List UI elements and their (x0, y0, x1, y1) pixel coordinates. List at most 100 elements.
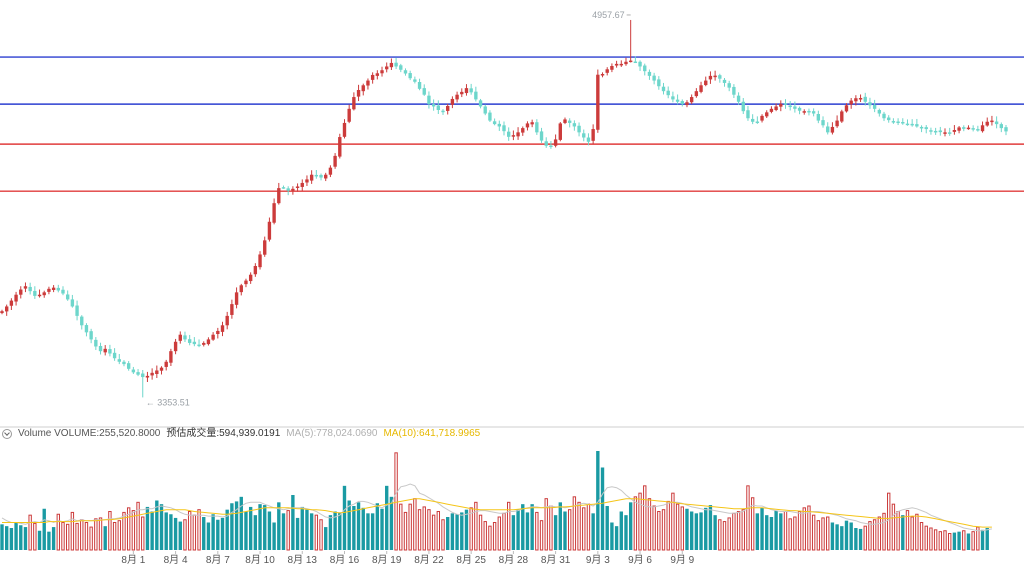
volume-bar (478, 514, 483, 551)
volume-bar (291, 495, 295, 550)
candle-body (492, 121, 497, 125)
candle-body (206, 339, 211, 345)
volume-bar (216, 519, 220, 550)
volume-bar (389, 496, 394, 550)
volume-bar (502, 512, 506, 551)
volume-bar (258, 504, 262, 550)
candle-body (380, 70, 384, 74)
volume-bar (42, 508, 46, 550)
candle-body (614, 63, 619, 66)
volume-bar (938, 531, 943, 551)
candle-body (291, 188, 295, 191)
candle-body (544, 141, 548, 146)
x-tick-label: 8月 13 (288, 554, 318, 566)
volume-bar (19, 525, 23, 550)
volume-bar (497, 516, 501, 551)
candle-body (502, 125, 506, 132)
volume-bar (286, 510, 290, 551)
candle-body (957, 127, 961, 131)
volume-bar (788, 518, 792, 551)
volume-bar (741, 509, 745, 551)
candle-body (258, 254, 262, 268)
candle-body (966, 127, 971, 130)
candle-body (197, 344, 201, 347)
x-tick-label: 9月 9 (670, 554, 694, 566)
volume-bar (33, 522, 37, 551)
volume-bar (342, 485, 347, 550)
candle-body (136, 372, 140, 375)
volume-bar (108, 511, 112, 551)
candle-body (42, 292, 46, 296)
volume-bar (37, 530, 42, 550)
candle-body (628, 60, 633, 63)
candle-body (901, 122, 905, 124)
volume-bar (244, 511, 248, 550)
candle-body (460, 91, 464, 95)
candle-body (811, 111, 816, 114)
candle-body (385, 66, 389, 70)
volume-bar (840, 526, 844, 550)
volume-bar (591, 513, 595, 550)
candle-body (858, 98, 863, 100)
volume-bar (858, 528, 863, 550)
candle-body (586, 137, 591, 142)
volume-bar (370, 513, 375, 550)
candle-body (431, 104, 436, 107)
volume-bar (835, 524, 839, 550)
candle-body (722, 79, 727, 83)
high-price-label: 4957.67 (592, 10, 625, 20)
candle-body (286, 188, 290, 191)
candle-body (277, 188, 281, 204)
volume-bar (539, 520, 544, 551)
volume-bar (399, 503, 403, 551)
candle-body (844, 105, 849, 112)
x-tick-label: 8月 28 (499, 554, 529, 566)
volume-bar (94, 518, 98, 551)
candle-body (248, 274, 253, 282)
volume-bar (173, 517, 178, 550)
volume-bar (811, 514, 816, 551)
x-tick-label: 8月 7 (206, 554, 230, 566)
volume-bar (361, 507, 365, 550)
volume-bar (680, 506, 684, 551)
candle-body (122, 361, 126, 365)
candle-body (671, 96, 675, 100)
collapse-icon[interactable] (2, 429, 12, 439)
volume-bar (324, 527, 328, 550)
volume-bar (549, 505, 553, 551)
volume-bar (187, 511, 192, 551)
candle-body (47, 288, 51, 292)
candle-body (305, 179, 309, 183)
candle-body (338, 137, 342, 157)
candle-body (211, 334, 215, 340)
volume-bar (929, 527, 933, 551)
candle-body (572, 123, 577, 127)
candle-body (19, 289, 23, 295)
candle-body (685, 102, 689, 106)
volume-bar (441, 519, 445, 551)
volume-bar (614, 526, 619, 550)
candle-body (933, 130, 938, 133)
volume-bar (507, 501, 511, 551)
volume-bar (446, 517, 450, 550)
candle-body (230, 304, 234, 315)
volume-bar (572, 496, 577, 551)
candle-body (216, 330, 220, 334)
volume-bar (722, 521, 727, 551)
volume-bar (338, 512, 342, 550)
volume-bar (718, 519, 722, 551)
volume-bar (75, 522, 79, 551)
candle-body (816, 114, 821, 121)
volume-bar (797, 511, 802, 551)
candle-body (558, 123, 562, 140)
candle-body (638, 61, 642, 67)
volume-bar (624, 515, 628, 550)
candle-body (779, 103, 783, 107)
candle-body (281, 187, 286, 189)
candle-body (694, 91, 699, 97)
volume-bar (347, 500, 351, 550)
candle-body (141, 373, 145, 378)
volume-bar (727, 517, 731, 551)
